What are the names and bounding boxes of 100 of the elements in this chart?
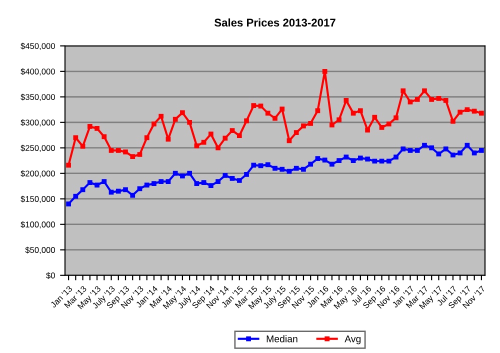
- point: [394, 115, 398, 120]
- point: [230, 176, 235, 181]
- point: [386, 121, 392, 126]
- point: [330, 162, 334, 167]
- point: [236, 133, 242, 138]
- point: [344, 98, 349, 103]
- point: [286, 168, 292, 174]
- point: [365, 156, 370, 162]
- y-tick-label: $350,000: [20, 94, 55, 101]
- point: [301, 166, 306, 172]
- y-tick-label: $150,000: [20, 196, 55, 203]
- point: [137, 186, 142, 192]
- point: [372, 114, 378, 120]
- point: [244, 172, 249, 177]
- legend-label: Avg: [344, 336, 361, 344]
- y-tick-label: $400,000: [20, 68, 55, 76]
- point: [180, 110, 185, 116]
- point: [472, 150, 477, 156]
- point: [330, 122, 334, 128]
- point: [301, 124, 306, 128]
- point: [258, 104, 264, 108]
- point: [166, 179, 171, 184]
- point: [144, 135, 150, 140]
- point: [208, 183, 214, 188]
- point: [166, 136, 171, 142]
- chart-title: Sales Prices 2013-2017: [214, 18, 336, 27]
- point: [194, 181, 200, 186]
- point: [458, 110, 463, 115]
- point: [379, 125, 384, 130]
- point: [479, 110, 484, 116]
- point: [194, 143, 200, 148]
- point: [372, 158, 378, 164]
- point: [87, 124, 92, 129]
- point: [180, 173, 185, 178]
- point: [436, 96, 442, 101]
- point: [201, 140, 206, 145]
- legend-label: Median: [266, 335, 298, 342]
- point: [116, 148, 121, 153]
- point: [429, 96, 434, 102]
- point: [152, 121, 156, 126]
- point: [251, 103, 256, 108]
- point: [272, 166, 278, 171]
- point: [158, 114, 164, 119]
- point: [102, 134, 107, 140]
- point: [258, 163, 264, 168]
- point: [315, 156, 320, 162]
- point: [308, 162, 314, 167]
- point: [222, 172, 228, 178]
- point: [108, 148, 114, 153]
- point: [172, 116, 178, 122]
- point: [116, 188, 121, 194]
- point: [251, 162, 256, 168]
- point: [144, 182, 150, 188]
- point: [365, 128, 370, 132]
- point: [265, 110, 270, 116]
- point: [66, 162, 71, 168]
- point: [379, 158, 384, 164]
- point: [422, 142, 427, 148]
- point: [400, 146, 406, 152]
- point: [386, 158, 392, 164]
- point: [464, 107, 470, 112]
- y-tick-label: $0: [46, 272, 55, 279]
- point: [80, 187, 86, 192]
- point: [94, 126, 100, 131]
- point: [336, 117, 342, 122]
- point: [414, 148, 420, 153]
- point: [322, 158, 328, 163]
- point: [344, 154, 349, 160]
- point: [294, 166, 299, 171]
- point: [73, 135, 78, 140]
- point: [265, 162, 270, 168]
- point: [394, 154, 398, 160]
- y-tick-label: $450,000: [20, 42, 55, 50]
- point: [400, 88, 406, 94]
- point: [436, 152, 442, 156]
- point: [137, 152, 142, 157]
- point: [479, 148, 484, 153]
- point: [358, 156, 363, 160]
- point: [187, 170, 192, 176]
- point: [272, 116, 278, 121]
- point: [286, 138, 292, 144]
- y-tick-label: $100,000: [20, 221, 55, 228]
- point: [472, 108, 477, 114]
- point: [158, 179, 164, 184]
- point: [464, 142, 470, 148]
- point: [80, 144, 86, 149]
- point: [422, 88, 427, 94]
- point: [123, 187, 128, 192]
- y-tick-label: $300,000: [20, 119, 55, 126]
- point: [87, 180, 92, 185]
- point: [73, 194, 78, 199]
- point: [208, 132, 214, 137]
- y-tick-label: $250,000: [20, 144, 55, 152]
- point: [216, 179, 220, 184]
- point: [172, 170, 178, 176]
- point: [315, 108, 320, 114]
- point: [280, 106, 285, 112]
- point: [222, 136, 228, 141]
- point: [123, 150, 128, 154]
- point: [450, 152, 456, 158]
